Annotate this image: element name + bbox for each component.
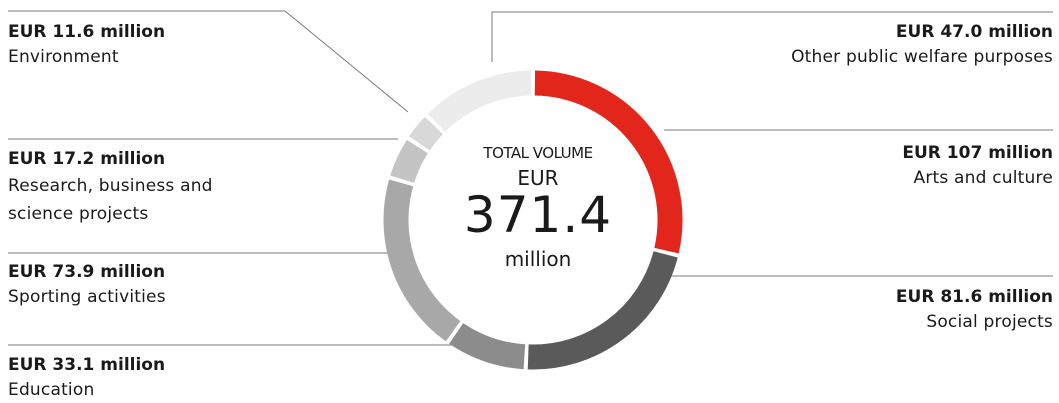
category-sporting: Sporting activities — [8, 287, 166, 307]
label-social-projects: EUR 81.6 million Social projects — [896, 285, 1053, 335]
category-arts-culture: Arts and culture — [913, 168, 1053, 188]
label-sporting: EUR 73.9 million Sporting activities — [8, 260, 166, 310]
leader-environment — [8, 10, 409, 113]
slice-arts-culture — [534, 70, 683, 254]
category-education: Education — [8, 380, 95, 400]
total-volume-label: TOTAL VOLUME — [483, 144, 593, 162]
category-research: Research, business and science projects — [8, 176, 213, 224]
value-research: EUR 17.2 million — [8, 149, 166, 169]
category-environment: Environment — [8, 47, 119, 67]
label-environment: EUR 11.6 million Environment — [8, 20, 165, 70]
value-arts-culture: EUR 107 million — [902, 143, 1053, 163]
value-other-public-welfare: EUR 47.0 million — [895, 22, 1053, 42]
label-education: EUR 33.1 million Education — [8, 353, 165, 403]
leader-lines — [8, 10, 1053, 346]
label-research: EUR 17.2 million Research, business and … — [8, 147, 248, 228]
slice-environment — [409, 116, 444, 151]
value-environment: EUR 11.6 million — [8, 22, 166, 42]
total-unit: million — [504, 247, 572, 271]
label-arts-culture: EUR 107 million Arts and culture — [902, 141, 1053, 191]
slice-other-public-welfare — [427, 70, 532, 132]
label-other-public-welfare: EUR 47.0 million Other public welfare pu… — [791, 20, 1053, 70]
total-value: 371.4 — [463, 186, 613, 244]
category-other-public-welfare: Other public welfare purposes — [791, 47, 1053, 67]
slice-sporting — [383, 179, 461, 342]
slice-education — [449, 322, 526, 370]
category-social-projects: Social projects — [926, 312, 1053, 332]
value-social-projects: EUR 81.6 million — [895, 287, 1053, 307]
donut-slices — [383, 70, 683, 370]
total-currency: EUR — [517, 166, 559, 190]
leader-other-public-welfare — [491, 11, 1053, 62]
value-education: EUR 33.1 million — [8, 355, 166, 375]
slice-research — [390, 139, 429, 184]
value-sporting: EUR 73.9 million — [8, 262, 166, 282]
slice-social-projects — [527, 250, 678, 370]
